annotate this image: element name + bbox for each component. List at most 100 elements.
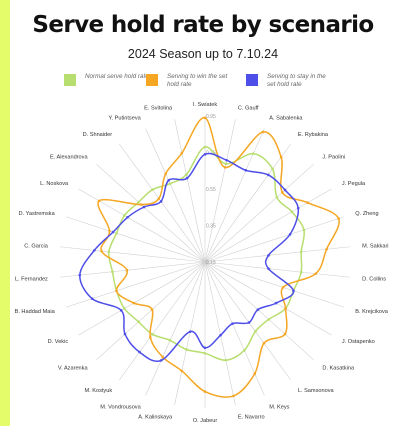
series-point-3 <box>266 173 270 177</box>
legend-swatch-normal <box>64 74 76 86</box>
series-point-1 <box>224 358 228 362</box>
spoke-line <box>204 216 344 263</box>
series-point-3 <box>159 359 163 362</box>
category-label: E. Navarro <box>238 415 265 421</box>
chart-subtitle: 2024 Season up to 7.10.24 <box>127 47 279 61</box>
series-point-1 <box>299 250 303 254</box>
series-point-1 <box>115 231 118 235</box>
series-point-3 <box>159 200 163 203</box>
series-point-2 <box>108 229 111 233</box>
legend-item-stay-set: Serving to stay in the set hold rate <box>246 73 331 88</box>
spoke-line <box>174 119 206 263</box>
series-point-3 <box>292 289 295 293</box>
spoke-line <box>204 261 332 336</box>
series-point-1 <box>290 210 294 214</box>
series-point-1 <box>185 173 188 176</box>
series-point-2 <box>232 394 235 398</box>
category-label: Q. Zheng <box>355 211 378 217</box>
series-point-3 <box>274 301 278 305</box>
category-label: D. Vekic <box>48 339 69 345</box>
series-point-2 <box>314 272 318 275</box>
series-point-2 <box>283 332 287 336</box>
category-label: I. Swiatek <box>193 102 217 108</box>
legend-item-win-set: Serving to win the set hold rate <box>146 73 231 88</box>
series-point-3 <box>167 179 170 182</box>
legend-label-stay-set: Serving to stay in the set hold rate <box>267 73 326 88</box>
category-label: J. Ostapenko <box>342 339 375 345</box>
series-point-3 <box>283 188 287 192</box>
series-point-1 <box>168 339 172 342</box>
spoke-line <box>204 261 292 381</box>
series-point-3 <box>123 332 127 336</box>
category-label: D. Shnaider <box>83 132 113 138</box>
radial-tick-label: 0.95 <box>206 114 216 120</box>
series-point-2 <box>115 289 118 293</box>
spoke-line <box>204 128 265 263</box>
chart-title: Serve hold rate by scenario <box>32 12 374 38</box>
series-point-3 <box>219 333 222 337</box>
spoke-line <box>145 128 206 263</box>
series-point-3 <box>78 273 82 277</box>
category-label: D. Yastremska <box>19 211 56 217</box>
series-point-2 <box>281 286 285 289</box>
spoke-line <box>204 261 314 360</box>
series-point-3 <box>188 330 192 333</box>
spoke-line <box>118 261 206 381</box>
category-label: J. Pegula <box>342 181 366 187</box>
radial-tick-label: 0.55 <box>206 187 216 193</box>
series-point-2 <box>203 390 207 393</box>
series-point-1 <box>203 351 207 355</box>
series-point-2 <box>281 191 284 194</box>
series-point-1 <box>302 228 306 232</box>
legend-swatch-stay-set <box>246 74 258 86</box>
series-point-3 <box>185 176 189 180</box>
left-accent-bar <box>0 0 10 426</box>
category-label: Y. Putintseva <box>108 116 141 122</box>
category-label: D. Kasatkina <box>322 366 355 372</box>
series-point-3 <box>256 308 260 311</box>
series-point-1 <box>137 200 140 204</box>
category-label: V. Azarenka <box>58 366 89 372</box>
series-point-3 <box>119 309 123 312</box>
spoke-line <box>204 261 344 308</box>
series-point-2 <box>262 341 266 345</box>
series-point-3 <box>296 206 300 210</box>
series-point-1 <box>271 167 274 171</box>
series-point-3 <box>111 230 115 234</box>
series-point-3 <box>126 215 129 219</box>
series-point-2 <box>180 151 184 155</box>
category-label: M. Sakkari <box>362 243 388 249</box>
series-point-1 <box>203 145 207 149</box>
category-label: E. Alexandrova <box>50 154 89 160</box>
series-point-1 <box>137 320 140 324</box>
radial-tick-label: 0.15 <box>206 260 216 266</box>
series-point-2 <box>284 307 287 310</box>
spoke-line <box>204 246 351 263</box>
series-point-3 <box>244 169 248 172</box>
category-label: A. Sabalenka <box>269 116 303 122</box>
series-point-3 <box>225 158 228 162</box>
series-point-3 <box>267 267 270 270</box>
series-point-1 <box>107 250 111 254</box>
category-label: D. Collins <box>362 277 386 283</box>
series-point-2 <box>253 372 257 376</box>
spoke-line <box>59 261 206 278</box>
series-point-2 <box>132 301 136 305</box>
spoke-line <box>204 164 314 263</box>
series-point-1 <box>111 270 114 274</box>
series-point-3 <box>267 254 270 257</box>
series-point-3 <box>231 322 234 325</box>
category-label: A. Kalinskaya <box>138 415 173 421</box>
series-point-2 <box>261 130 265 134</box>
category-label: L. Fernandez <box>15 277 48 283</box>
spoke-line <box>204 143 292 263</box>
spoke-line <box>204 261 236 405</box>
category-label: B. Krejcikova <box>355 309 389 315</box>
legend-label-win-set: Serving to win the set hold rate <box>167 73 228 88</box>
category-label: M. Vondrousova <box>100 404 141 410</box>
legend-item-normal: Normal serve hold rate <box>64 73 149 86</box>
category-label: L. Noskova <box>40 181 69 187</box>
series-point-3 <box>138 350 141 354</box>
spoke-line <box>66 216 206 263</box>
series-point-2 <box>325 247 328 251</box>
